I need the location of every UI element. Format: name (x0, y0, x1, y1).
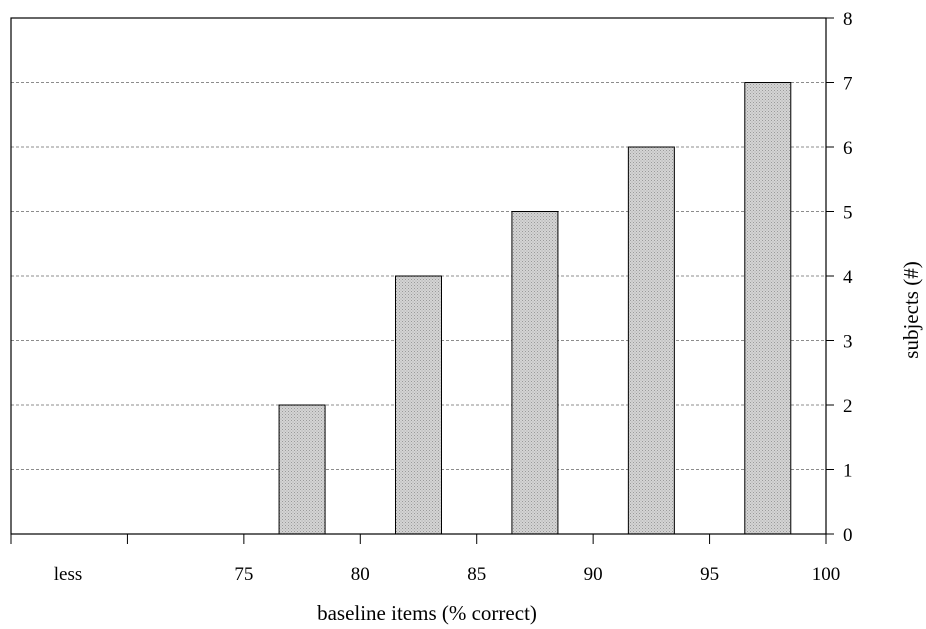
x-tick-label: 90 (584, 564, 603, 585)
y-tick-label: 7 (843, 74, 853, 95)
x-tick-label: 100 (812, 564, 841, 585)
bars (278, 82, 792, 535)
x-tick-label: 80 (351, 564, 370, 585)
y-axis-title: subjects (#) (899, 261, 923, 358)
y-tick-label: 1 (843, 461, 853, 482)
y-tick-label: 8 (843, 9, 853, 30)
x-tick-label: less (54, 564, 83, 585)
y-tick-label: 6 (843, 138, 853, 159)
y-tick-label: 0 (843, 525, 853, 546)
x-tick-label: 95 (700, 564, 719, 585)
bar (278, 404, 326, 535)
x-axis-title: baseline items (% correct) (317, 601, 537, 625)
y-tick-label: 2 (843, 396, 853, 417)
y-tick-label: 5 (843, 203, 853, 224)
y-tick-label: 4 (843, 267, 853, 288)
x-tick-label: 75 (234, 564, 253, 585)
bar (627, 146, 675, 535)
y-axis: 0 1 2 3 4 5 6 7 8 (826, 9, 853, 546)
bar (744, 82, 792, 535)
y-tick-label: 3 (843, 332, 853, 353)
bar (395, 275, 442, 535)
x-tick-label: 85 (467, 564, 486, 585)
bar (511, 211, 559, 535)
x-axis: less 75 80 85 90 95 100 (10, 534, 841, 585)
